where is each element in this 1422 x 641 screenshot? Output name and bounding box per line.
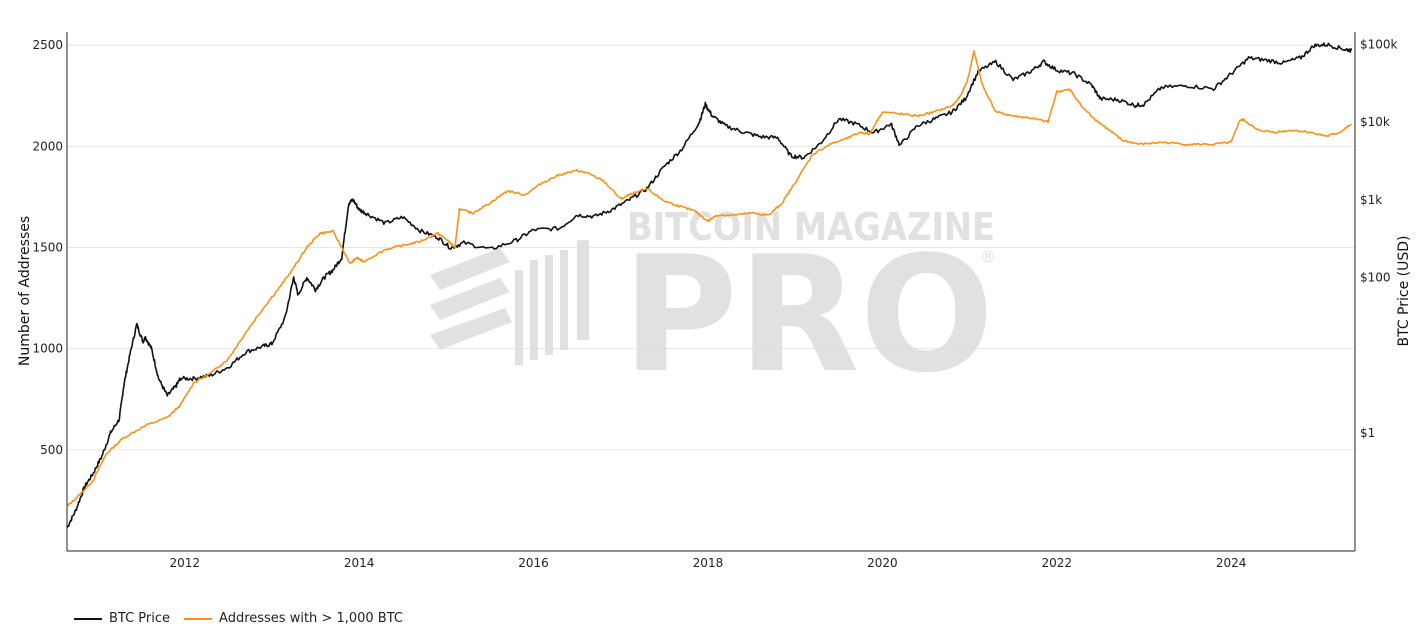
left-ticks: 500 1000 1500 2000 2500: [32, 38, 63, 457]
watermark-logo-icon: [430, 240, 589, 365]
watermark-top-text: BITCOIN MAGAZINE: [627, 205, 995, 249]
x-ticks: 2012 2014 2016 2018 2020 2022 2024: [169, 556, 1246, 570]
right-tick-label: $100: [1360, 270, 1391, 284]
axes: [66, 32, 1356, 552]
left-tick-label: 1500: [32, 240, 63, 254]
legend-label-btc-price: BTC Price: [109, 611, 171, 626]
left-tick-label: 500: [40, 443, 63, 457]
legend-swatch-btc-price: [74, 617, 102, 620]
right-tick-label: $1k: [1360, 193, 1382, 207]
x-tick-label: 2022: [1041, 556, 1072, 570]
legend-item-addresses[interactable]: Addresses with > 1,000 BTC: [184, 611, 403, 626]
watermark-main-text: PRO: [622, 221, 994, 408]
left-axis-title: Number of Addresses: [17, 216, 33, 366]
addresses-line: [66, 50, 1352, 507]
right-tick-label: $10k: [1360, 115, 1390, 129]
right-tick-label: $100k: [1360, 38, 1398, 52]
legend-label-addresses: Addresses with > 1,000 BTC: [219, 611, 403, 626]
watermark: BITCOIN MAGAZINE PRO ®: [430, 205, 996, 408]
left-tick-label: 2500: [32, 38, 63, 52]
x-tick-label: 2012: [169, 556, 200, 570]
left-tick-label: 2000: [32, 139, 63, 153]
right-ticks: $1 $100 $1k $10k $100k: [1360, 38, 1398, 440]
right-axis-title: BTC Price (USD): [1396, 235, 1412, 346]
legend-item-btc-price[interactable]: BTC Price: [74, 611, 170, 626]
x-tick-label: 2016: [518, 556, 549, 570]
gridlines: [67, 44, 1355, 451]
x-tick-label: 2014: [344, 556, 375, 570]
right-tick-label: $1: [1360, 426, 1375, 440]
watermark-registered-mark: ®: [980, 247, 996, 266]
legend: BTC Price Addresses with > 1,000 BTC: [74, 611, 403, 626]
x-tick-label: 2024: [1216, 556, 1247, 570]
legend-swatch-addresses: [184, 617, 213, 620]
x-tick-label: 2018: [693, 556, 724, 570]
btc-price-line: [66, 42, 1353, 528]
x-tick-label: 2020: [867, 556, 898, 570]
left-tick-label: 1000: [32, 342, 63, 356]
